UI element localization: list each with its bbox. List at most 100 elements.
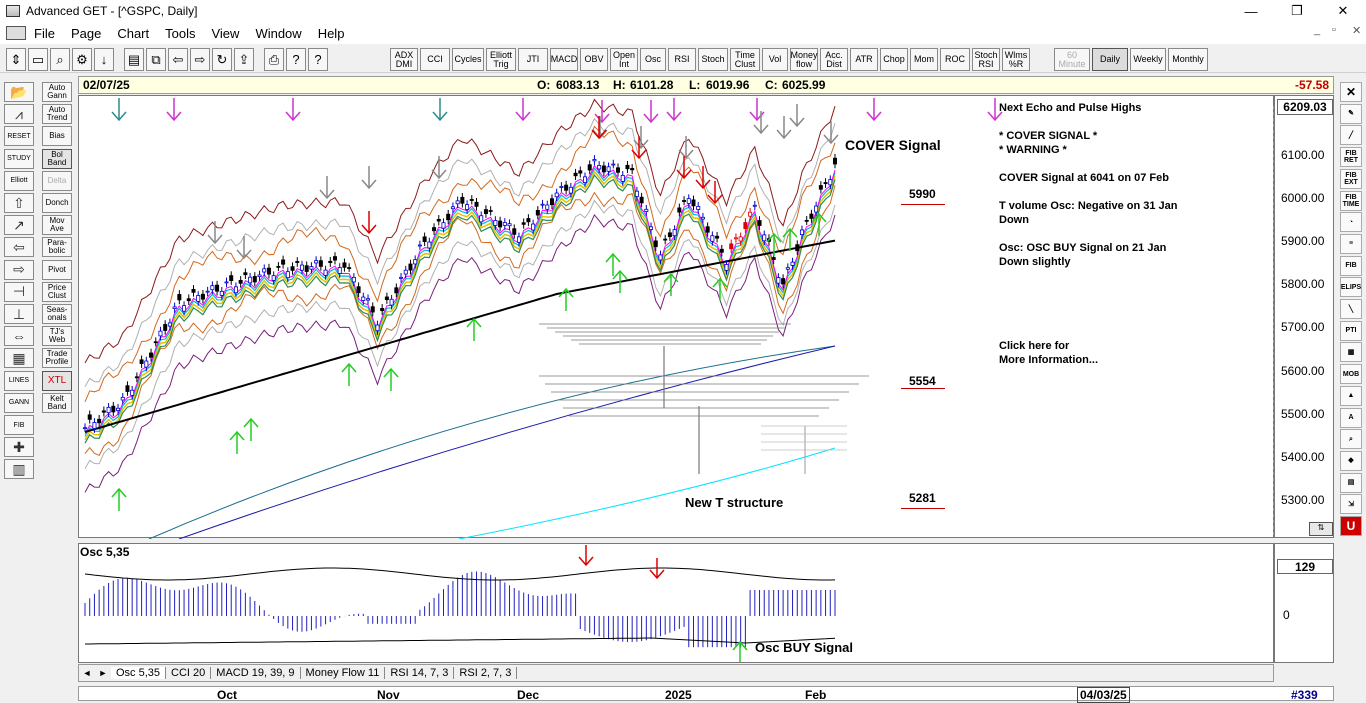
study-bolband-button[interactable]: Bol Band <box>42 148 72 169</box>
undo-icon[interactable]: U <box>1340 516 1362 536</box>
whatsthis-icon[interactable]: ? <box>308 48 328 71</box>
tab-money-flow[interactable]: Money Flow 11 <box>301 667 386 679</box>
help-icon[interactable]: ? <box>286 48 306 71</box>
align-icon[interactable]: ⇔ <box>4 326 34 347</box>
study-button[interactable]: Stoch RSI <box>972 48 1000 71</box>
tab-rsi-14[interactable]: RSI 14, 7, 3 <box>385 667 455 679</box>
move-icon[interactable]: ↓ <box>94 48 114 71</box>
doc-icon[interactable] <box>6 26 26 40</box>
copy-icon[interactable]: ⧉ <box>146 48 166 71</box>
study-priceclust-button[interactable]: Price Clust <box>42 281 72 302</box>
crosshair-icon[interactable]: ✚ <box>4 437 34 458</box>
study-button[interactable]: Wlms %R <box>1002 48 1030 71</box>
study-button[interactable]: Acc. Dist <box>820 48 848 71</box>
period-button[interactable]: Monthly <box>1168 48 1208 71</box>
back-icon[interactable]: ⇦ <box>168 48 188 71</box>
print-icon[interactable]: ⎙ <box>264 48 284 71</box>
refresh-icon[interactable]: ↻ <box>212 48 232 71</box>
minimize-button[interactable]: — <box>1244 3 1258 19</box>
study-button[interactable]: Osc <box>640 48 666 71</box>
study-button[interactable]: ADX DMI <box>390 48 418 71</box>
zoom-icon[interactable]: ⌕ <box>1340 429 1362 450</box>
tab-macd[interactable]: MACD 19, 39, 9 <box>211 667 301 679</box>
tab-osc[interactable]: Osc 5,35 <box>111 667 167 679</box>
menu-help[interactable]: Help <box>317 25 345 41</box>
study-button[interactable]: Vol <box>762 48 788 71</box>
study-tjsweb-button[interactable]: TJ's Web <box>42 326 72 347</box>
arrow-wave-icon[interactable]: ↗ <box>4 215 34 236</box>
period-button[interactable]: Daily <box>1092 48 1128 71</box>
study-button[interactable]: OBV <box>580 48 608 71</box>
diagonal-icon[interactable]: ╲ <box>1340 299 1362 319</box>
zoom-icon[interactable]: ⌕ <box>50 48 70 71</box>
study-button[interactable]: JTI <box>518 48 548 71</box>
lines-icon[interactable]: LINES <box>4 370 34 391</box>
tab-cci[interactable]: CCI 20 <box>166 667 212 679</box>
arrow-left-icon[interactable]: ⇦ <box>4 237 34 258</box>
fib-arcs-icon[interactable]: FIB <box>1340 255 1362 276</box>
calendar-icon[interactable]: ▤ <box>1340 472 1362 493</box>
study-delta-button[interactable]: Delta <box>42 170 72 191</box>
tab-next-button[interactable]: ► <box>98 668 108 678</box>
scale-toggle-icon[interactable]: ⇅ <box>1309 522 1333 536</box>
period-button[interactable]: Weekly <box>1130 48 1166 71</box>
close-button[interactable]: ✕ <box>1337 3 1349 18</box>
study-tradeprofile-button[interactable]: Trade Profile <box>42 348 72 369</box>
arrow-right-icon[interactable]: ⇨ <box>4 259 34 280</box>
export-icon[interactable]: ⇪ <box>234 48 254 71</box>
study-button[interactable]: CCI <box>420 48 450 71</box>
study-seasonals-button[interactable]: Seas- onals <box>42 304 72 324</box>
tab-rsi-2[interactable]: RSI 2, 7, 3 <box>454 667 518 679</box>
study-keltband-button[interactable]: Kelt Band <box>42 392 72 413</box>
expand-icon[interactable]: ⇲ <box>1340 494 1362 515</box>
study-autotrend-button[interactable]: Auto Trend <box>42 104 72 125</box>
fib-ext-icon[interactable]: FIB EXT <box>1340 168 1362 189</box>
period-button[interactable]: 60 Minute <box>1054 48 1090 71</box>
text-icon[interactable]: A <box>1340 407 1362 428</box>
mdi-minimize-button[interactable]: _ <box>1314 24 1321 36</box>
pencil-icon[interactable]: ✎ <box>1340 103 1362 124</box>
gear-icon[interactable]: ⚙ <box>72 48 92 71</box>
study-button[interactable]: Time Clust <box>730 48 760 71</box>
study-button[interactable]: Cycles <box>452 48 484 71</box>
close-icon[interactable]: ✕ <box>1340 82 1362 102</box>
open-folder-icon[interactable]: 📂 <box>4 82 34 102</box>
grid-icon[interactable]: ▦ <box>1340 342 1362 363</box>
pointer-icon[interactable]: ⇕ <box>6 48 26 71</box>
mob-icon[interactable]: MOB <box>1340 364 1362 385</box>
lines-icon[interactable]: ≡ <box>1340 233 1362 254</box>
restore-button[interactable]: ❐ <box>1291 3 1303 18</box>
up-icon[interactable]: ▲ <box>1340 385 1362 406</box>
price-chart[interactable]: COVER Signal 5990 5554 5281 New T struct… <box>78 95 1275 539</box>
study-button[interactable]: Mom <box>910 48 938 71</box>
study-button[interactable]: ATR <box>850 48 878 71</box>
menu-chart[interactable]: Chart <box>117 25 150 41</box>
gann-fan-icon[interactable]: ⩘ <box>4 104 34 125</box>
arrow-up-icon[interactable]: ⇧ <box>4 193 34 213</box>
more-info-link[interactable]: Click here for More Information... <box>999 340 1098 366</box>
mdi-close-button[interactable]: ✕ <box>1352 25 1362 37</box>
study-button[interactable]: Open Int <box>610 48 638 71</box>
menu-tools[interactable]: Tools <box>165 25 196 41</box>
menu-window[interactable]: Window <box>255 25 302 41</box>
pti-icon[interactable]: PTI <box>1340 320 1362 341</box>
bracket-icon[interactable]: ⊣ <box>4 281 34 302</box>
brush-icon[interactable]: ╱ <box>1340 125 1362 146</box>
menu-page[interactable]: Page <box>70 25 102 41</box>
study-bias-button[interactable]: Bias <box>42 126 72 147</box>
study-pivot-button[interactable]: Pivot <box>42 259 72 280</box>
study-parabolic-button[interactable]: Para- bolic <box>42 237 72 258</box>
paint-icon[interactable]: ◆ <box>1340 450 1362 471</box>
menu-file[interactable]: File <box>34 25 55 41</box>
study-donch-button[interactable]: Donch <box>42 193 72 213</box>
open-icon[interactable]: ▭ <box>28 48 48 71</box>
price-scale[interactable]: 6209.03 6100.00 6000.00 5900.00 5800.00 … <box>1274 95 1334 538</box>
oscillator-panel[interactable]: Osc 5,35 Osc BUY Signal <box>78 543 1274 663</box>
study-movave-button[interactable]: Mov Ave <box>42 215 72 236</box>
study-button[interactable]: Money flow <box>790 48 818 71</box>
mdi-restore-button[interactable]: ▫ <box>1332 24 1336 36</box>
fib-icon[interactable]: FIB <box>4 415 34 435</box>
fib-time-icon[interactable]: FIB TIME <box>1340 190 1362 211</box>
properties-icon[interactable]: ▥ <box>4 459 34 480</box>
study-icon[interactable]: STUDY <box>4 148 34 169</box>
